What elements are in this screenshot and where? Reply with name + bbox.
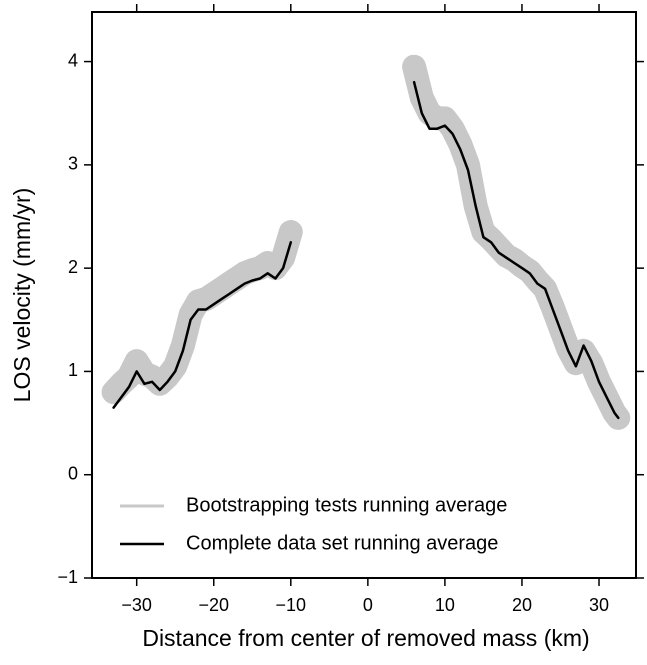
y-axis-label: LOS velocity (mm/yr) xyxy=(9,188,35,403)
y-tick-label: 0 xyxy=(68,463,78,483)
data-line xyxy=(112,80,620,420)
y-tick-label: 2 xyxy=(68,257,78,277)
x-tick-label: −10 xyxy=(276,595,307,615)
x-tick-label: 10 xyxy=(435,595,455,615)
y-tick-label: −1 xyxy=(57,567,78,587)
bootstrap-line xyxy=(101,54,631,430)
legend-label: Complete data set running average xyxy=(186,532,498,554)
y-tick-label: 1 xyxy=(68,360,78,380)
x-tick-label: −20 xyxy=(198,595,229,615)
plot-frame xyxy=(91,11,637,579)
x-tick-label: 30 xyxy=(589,595,609,615)
x-tick-label: 0 xyxy=(363,595,373,615)
x-tick-label: 20 xyxy=(512,595,532,615)
x-tick-label: −30 xyxy=(121,595,152,615)
x-axis-label: Distance from center of removed mass (km… xyxy=(142,625,589,651)
legend-label: Bootstrapping tests running average xyxy=(186,494,507,516)
y-tick-label: 3 xyxy=(68,154,78,174)
y-tick-label: 4 xyxy=(68,50,78,70)
plot-area xyxy=(101,54,631,430)
